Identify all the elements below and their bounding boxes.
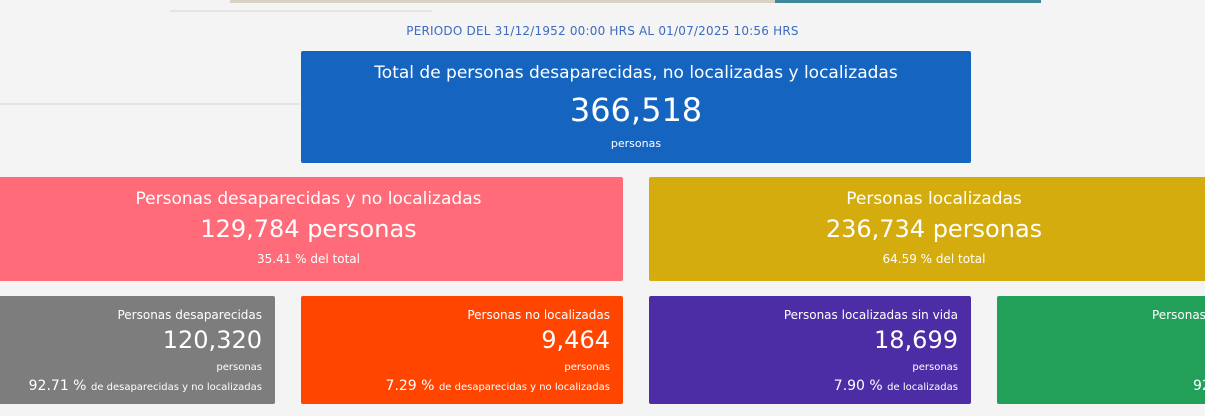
- located-value: 236,734 personas: [825, 215, 1043, 243]
- top-banner-strip: [230, 0, 775, 3]
- located-dead-card[interactable]: Personas localizadas sin vida 18,699 per…: [649, 296, 971, 404]
- located-alive-card[interactable]: Personas l 92: [997, 296, 1205, 404]
- not-located-value: 9,464: [541, 326, 610, 354]
- not-located-unit: personas: [564, 362, 610, 373]
- missing-percent: 92.71 % de desaparecidas y no localizada…: [28, 378, 262, 394]
- faint-divider: [170, 10, 432, 12]
- located-dead-percent: 7.90 % de localizadas: [833, 378, 958, 394]
- located-alive-percent: 92: [1193, 378, 1205, 394]
- missing-unit: personas: [216, 362, 262, 373]
- not-located-percent: 7.29 % de desaparecidas y no localizadas: [385, 378, 610, 394]
- located-card[interactable]: Personas localizadas 236,734 personas 64…: [649, 177, 1205, 281]
- total-card-unit: personas: [610, 137, 662, 150]
- missing-card[interactable]: Personas desaparecidas 120,320 personas …: [0, 296, 275, 404]
- located-dead-unit: personas: [912, 362, 958, 373]
- missing-value: 120,320: [162, 326, 262, 354]
- missing-not-located-card[interactable]: Personas desaparecidas y no localizadas …: [0, 177, 623, 281]
- total-card-value: 366,518: [569, 91, 703, 129]
- missing-title: Personas desaparecidas: [117, 308, 262, 322]
- total-card-title: Total de personas desaparecidas, no loca…: [374, 63, 898, 83]
- located-title: Personas localizadas: [846, 189, 1022, 209]
- period-label: PERIODO DEL 31/12/1952 00:00 HRS AL 01/0…: [406, 24, 799, 38]
- located-dead-value: 18,699: [874, 326, 958, 354]
- located-alive-title: Personas l: [1152, 308, 1205, 322]
- top-banner-strip-accent: [775, 0, 1041, 3]
- faint-divider: [0, 103, 300, 105]
- missing-not-located-value: 129,784 personas: [200, 215, 417, 243]
- total-card[interactable]: Total de personas desaparecidas, no loca…: [301, 51, 971, 163]
- not-located-card[interactable]: Personas no localizadas 9,464 personas 7…: [301, 296, 623, 404]
- located-percent: 64.59 % del total: [882, 252, 986, 266]
- missing-not-located-title: Personas desaparecidas y no localizadas: [135, 189, 482, 209]
- located-dead-title: Personas localizadas sin vida: [783, 308, 958, 322]
- not-located-title: Personas no localizadas: [467, 308, 610, 322]
- missing-not-located-percent: 35.41 % del total: [257, 252, 360, 266]
